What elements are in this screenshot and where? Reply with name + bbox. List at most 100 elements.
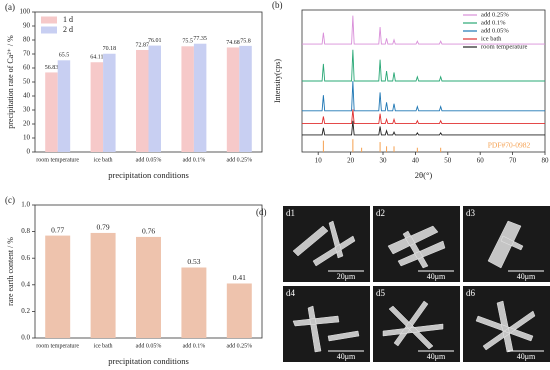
bar [226,47,240,152]
bar [239,45,252,152]
value-label: 0.53 [187,257,200,266]
crystal [487,220,524,269]
x-tick-label: ice bath [94,343,113,349]
bar [181,267,207,338]
scale-label: 40μm [337,352,356,361]
x-tick-label: 50 [444,157,452,165]
bar [45,72,58,152]
bar [103,53,116,152]
sem-image: d1 20μm [283,206,370,282]
y-axis-label: precipitation rate of Ca²⁺ / % [6,35,15,129]
legend-swatch [41,16,57,24]
x-tick-label: 80 [542,157,550,165]
bar [90,232,116,338]
legend-label: add 0.1% [481,19,506,26]
bar [193,43,207,152]
xrd-line [302,109,545,125]
scale-label: 40μm [517,352,536,361]
sem-label: d5 [376,288,386,298]
value-label: 74.68 [226,40,240,46]
crystal [292,305,360,353]
sem-label: d1 [286,208,295,218]
legend-label: add 0.25% [481,11,509,18]
sem-image: d6 40μm [463,286,550,362]
value-label: 56.83 [45,65,59,71]
legend-label: 1 d [63,15,73,24]
sem-image: d2 40μm [373,206,460,282]
x-tick-label: ice bath [94,157,113,163]
x-tick-label: add 0.25% [226,343,252,349]
sem-image: d4 40μm [283,286,370,362]
value-label: 75.8 [240,38,251,44]
bar [90,62,104,152]
xrd-line [302,120,545,136]
legend-label: ice bath [481,35,502,42]
panel-label: (c) [5,195,15,205]
panel-label: (a) [5,2,15,12]
reference-label: PDF#70-0982 [488,141,531,150]
value-label: 64.11 [90,55,103,61]
y-tick-label: 0.8 [21,227,30,235]
y-tick-label: 20 [23,120,31,128]
x-tick-label: add 0.1% [183,157,206,163]
y-tick-label: 0.4 [21,280,30,288]
value-label: 72.87 [136,42,150,48]
value-label: 0.77 [51,225,64,234]
bar [148,45,161,152]
value-label: 70.18 [103,46,117,52]
sem-image: d5 40μm [373,286,460,362]
legend-label: room temperature [481,43,527,50]
xrd-line [302,15,545,45]
scale-label: 40μm [427,272,446,281]
y-tick-label: 90 [23,22,31,30]
y-tick-label: 0.2 [21,307,30,315]
bar [181,46,194,152]
value-label: 77.35 [193,36,207,42]
x-tick-label: add 0.25% [226,157,252,163]
bar [45,235,71,338]
y-tick-label: 0 [27,148,31,156]
y-tick-label: 70 [23,50,31,58]
sem-background [373,206,460,282]
value-label: 75.5 [182,39,193,45]
sem-background [283,206,370,282]
sem-label: d4 [286,288,296,298]
x-tick-label: room temperature [36,343,79,349]
y-tick-label: 100 [20,8,31,16]
y-tick-label: 50 [23,78,31,86]
crystal [387,225,446,269]
y-tick-label: 10 [23,134,31,142]
bar [57,60,71,152]
panel-label: (b) [272,0,283,10]
bar [226,283,252,338]
x-axis-label: precipitation conditions [108,356,189,366]
x-tick-label: 30 [380,157,388,165]
x-axis-label: precipitation conditions [108,170,189,180]
scale-label: 40μm [427,352,446,361]
value-label: 76.01 [148,38,162,44]
bar [136,236,161,338]
x-tick-label: 20 [347,157,355,165]
x-tick-label: room temperature [36,157,79,163]
y-tick-label: 60 [23,64,31,72]
x-tick-label: 70 [509,157,517,165]
x-tick-label: add 0.05% [136,157,162,163]
y-tick-label: 80 [23,36,31,44]
value-label: 0.41 [233,273,246,282]
crystal [292,220,356,267]
sem-background [373,286,460,362]
sem-label: d6 [466,288,476,298]
sem-label: d2 [376,208,385,218]
scale-label: 20μm [337,272,356,281]
value-label: 65.5 [59,53,70,59]
bar [136,49,149,153]
value-label: 0.76 [142,227,155,236]
legend-swatch [41,26,57,34]
x-tick-label: 10 [315,157,323,165]
y-tick-label: 40 [23,92,31,100]
x-axis-label: 2θ(°) [415,170,433,180]
y-axis-label: rare earth content / % [6,237,15,306]
y-tick-label: 30 [23,106,31,114]
